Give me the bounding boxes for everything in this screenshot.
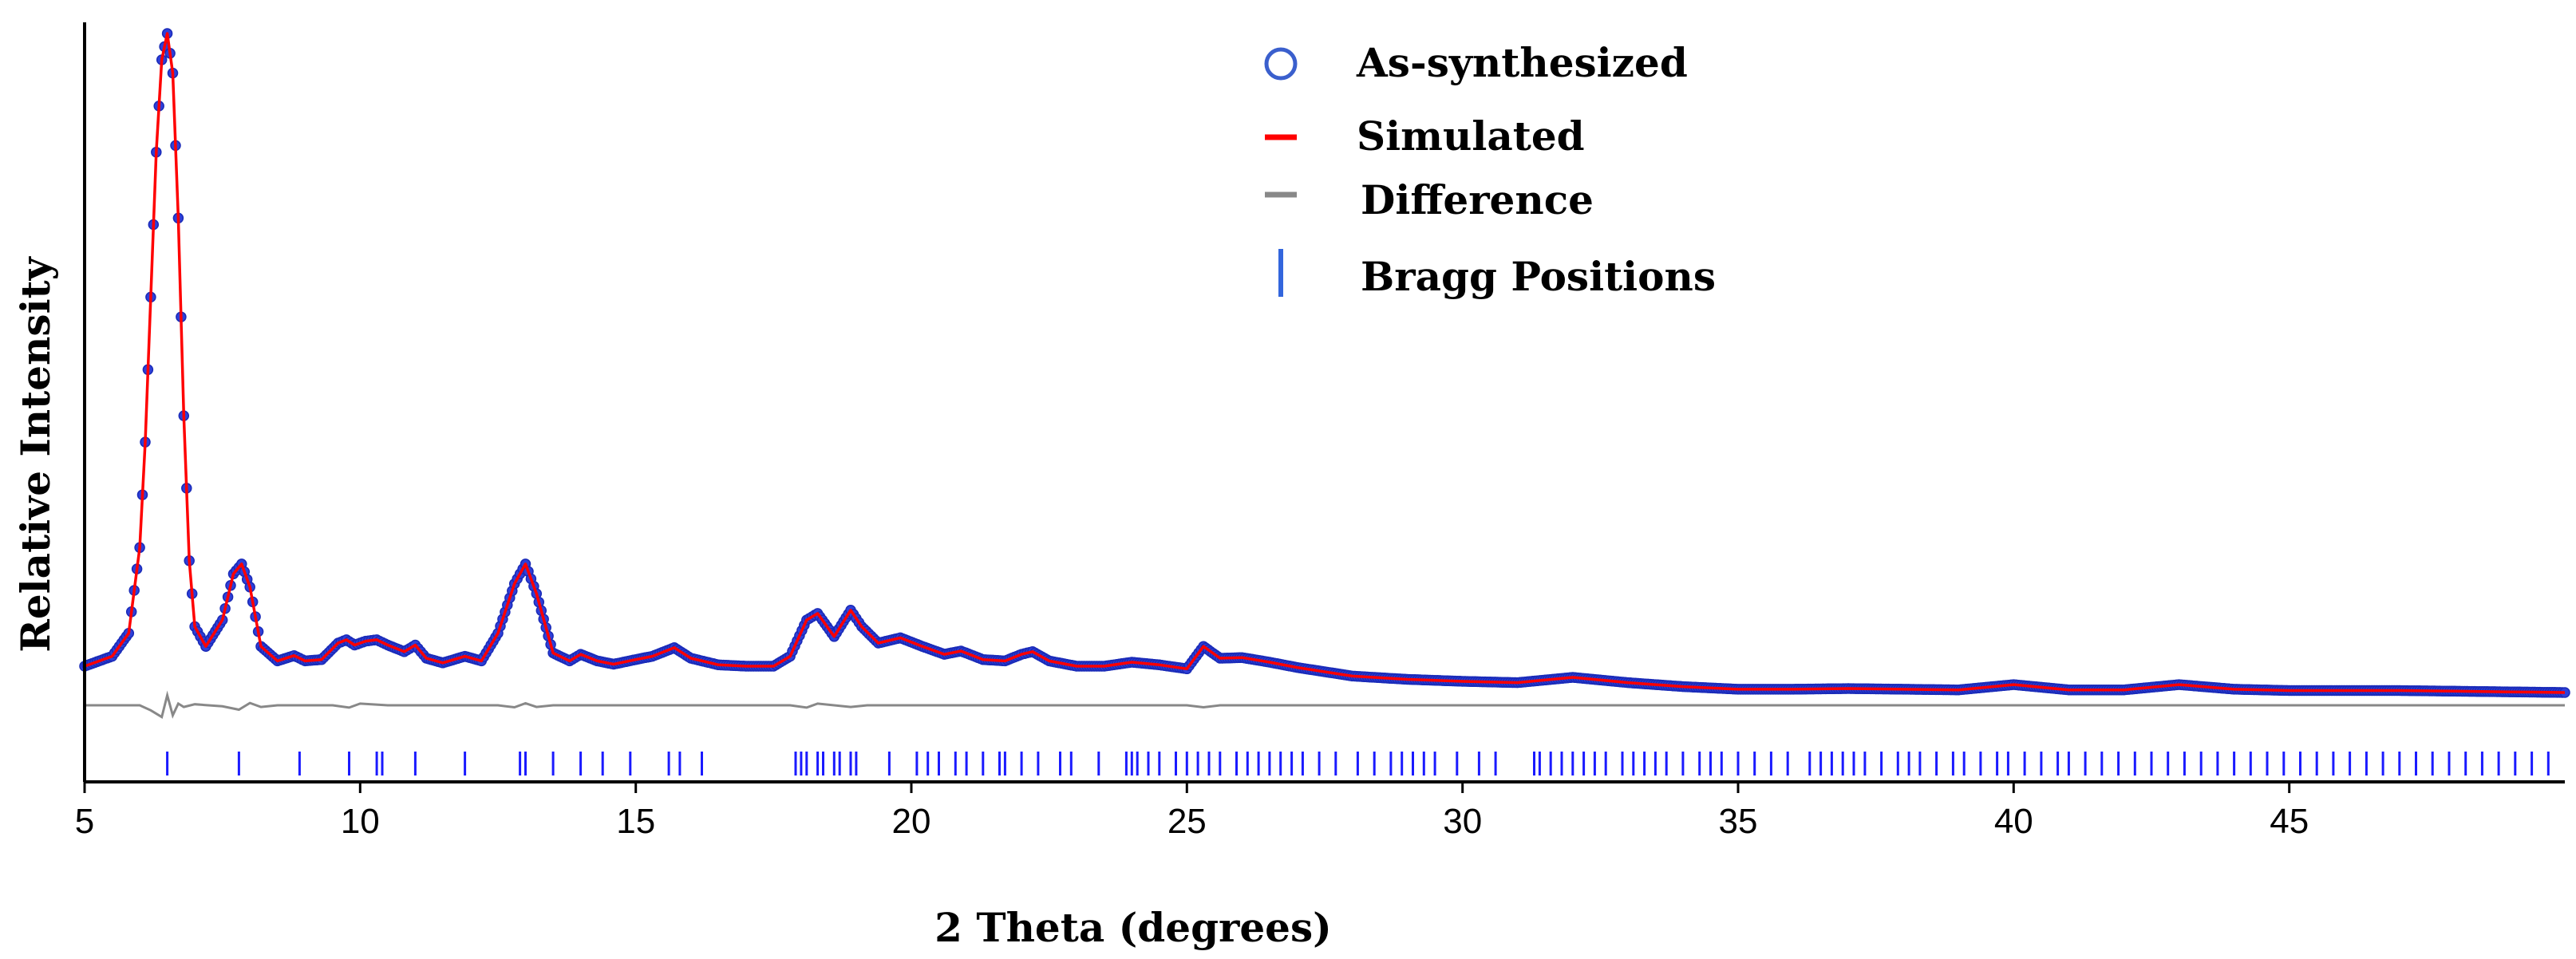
simulated-line — [84, 32, 2566, 694]
x-axis-title: 2 Theta (degrees) — [934, 904, 1332, 951]
x-axis: 5 10 15 20 25 30 35 40 45 — [75, 22, 2565, 841]
legend-circle-icon — [1264, 47, 1298, 81]
x-tick-label: 25 — [1167, 802, 1207, 841]
plot-area — [79, 28, 2570, 720]
x-tick-label: 35 — [1719, 802, 1758, 841]
x-tick-label: 20 — [892, 802, 931, 841]
x-tick-label: 40 — [1994, 802, 2033, 841]
x-tick-label: 15 — [616, 802, 655, 841]
x-tick-label: 30 — [1443, 802, 1482, 841]
y-axis-title: Relative Intensity — [12, 255, 59, 652]
legend-label-bragg-positions: Bragg Positions — [1361, 253, 1716, 300]
legend-label-as-synthesized: As-synthesized — [1356, 39, 1688, 86]
legend-label-simulated: Simulated — [1357, 112, 1585, 160]
x-tick-label: 45 — [2270, 802, 2309, 841]
legend: As-synthesized Simulated Difference Brag… — [1264, 39, 1716, 300]
x-tick-label: 5 — [75, 802, 94, 841]
bragg-markers — [166, 752, 2550, 775]
difference-line — [85, 690, 2565, 720]
legend-label-difference: Difference — [1361, 176, 1594, 223]
x-tick-label: 10 — [341, 802, 380, 841]
